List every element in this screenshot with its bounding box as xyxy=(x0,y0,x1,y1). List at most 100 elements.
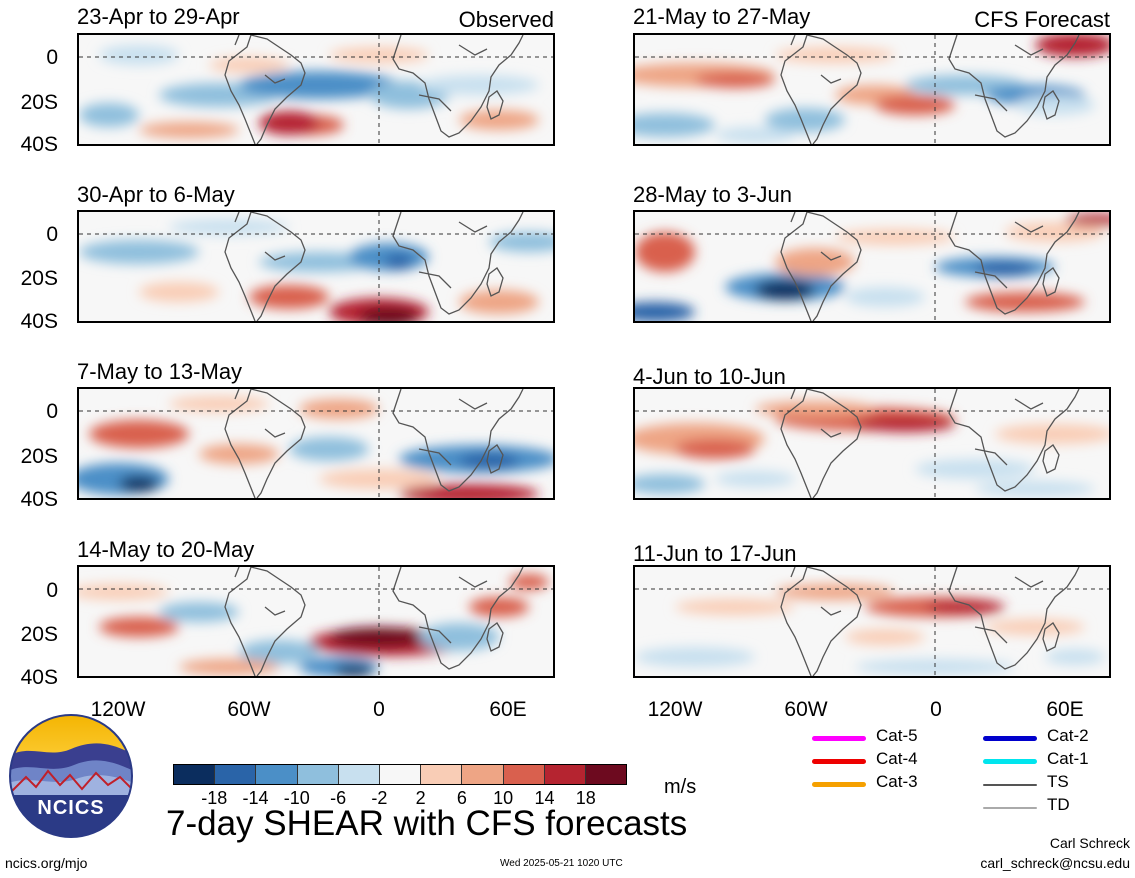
shear-contour xyxy=(329,47,429,63)
shear-contour xyxy=(139,122,239,138)
colorbar-labels: -18 -14 -10 -6 -2 2 6 10 14 18 xyxy=(173,789,627,811)
shear-map-forecast-3 xyxy=(633,387,1111,500)
shear-contour xyxy=(169,219,289,235)
main-title: 7-day SHEAR with CFS forecasts xyxy=(166,804,688,843)
legend-label: Cat-4 xyxy=(876,749,918,768)
shear-contour xyxy=(249,285,329,309)
legend-label: TS xyxy=(1047,772,1069,791)
shear-field xyxy=(635,212,1109,321)
colorbar-tick-label: -6 xyxy=(330,788,347,808)
timestamp: Wed 2025-05-21 1020 UTC xyxy=(500,858,623,869)
coastline xyxy=(392,567,524,670)
legend-swatch xyxy=(812,759,866,764)
lon-label-120w-left: 120W xyxy=(90,698,146,721)
shear-contour xyxy=(459,290,539,314)
lon-label-120w-right: 120W xyxy=(647,698,703,721)
shear-contour xyxy=(79,240,199,264)
lon-label-60w-right: 60W xyxy=(784,698,828,721)
legend-swatch xyxy=(983,759,1037,764)
legend-swatch xyxy=(983,807,1037,809)
legend-label: Cat-2 xyxy=(1047,726,1089,745)
legend-label: Cat-1 xyxy=(1047,749,1089,768)
colorbar-cell xyxy=(215,765,257,784)
shear-contour xyxy=(89,420,189,448)
coastline xyxy=(948,35,1080,138)
lat-label-40s-p4: 40S xyxy=(20,666,58,689)
coastline xyxy=(790,212,1044,289)
lat-label-0-p1: 0 xyxy=(46,46,58,69)
coastline xyxy=(790,567,1044,644)
lat-label-20s-p4: 20S xyxy=(20,623,58,646)
shear-contour xyxy=(1015,95,1095,115)
colorbar-cell xyxy=(544,765,586,784)
shear-contour xyxy=(985,619,1085,635)
shear-contour xyxy=(1045,649,1105,665)
shear-contour xyxy=(695,72,775,88)
coastline xyxy=(486,444,504,474)
author-email[interactable]: carl_schreck@ncsu.edu xyxy=(980,855,1130,871)
colorbar-tick-label: -2 xyxy=(371,788,388,808)
shear-contour xyxy=(359,307,419,321)
coastline xyxy=(234,212,488,289)
coastline xyxy=(948,212,1080,315)
coastline xyxy=(486,267,504,297)
colorbar-cell xyxy=(585,765,627,784)
shear-contour xyxy=(419,75,539,95)
colorbar-cell xyxy=(256,765,298,784)
shear-contour xyxy=(179,659,279,675)
coastline xyxy=(392,389,524,492)
shear-contour xyxy=(855,659,1015,675)
lat-label-20s-p1: 20S xyxy=(20,91,58,114)
shear-contour xyxy=(239,71,399,99)
site-url[interactable]: ncics.org/mjo xyxy=(5,855,88,871)
colorbar-tick-label: 2 xyxy=(415,788,426,808)
shear-contour xyxy=(635,232,695,272)
shear-map-observed-4 xyxy=(77,565,555,678)
lon-label-0-right: 0 xyxy=(930,698,942,721)
coastline xyxy=(1042,267,1060,297)
shear-field xyxy=(79,567,553,676)
shear-contour xyxy=(139,282,219,302)
shear-field xyxy=(635,567,1109,676)
shear-contour xyxy=(469,597,529,617)
shear-contour xyxy=(169,396,269,412)
colorbar-tick-label: 6 xyxy=(456,788,467,808)
shear-contour xyxy=(509,574,549,590)
colorbar-tick-label: -10 xyxy=(283,788,310,808)
shear-contour xyxy=(755,401,875,417)
shear-contour xyxy=(99,45,179,65)
colorbar-cell xyxy=(503,765,545,784)
panel-title-obs-3: 7-May to 13-May xyxy=(77,359,243,384)
panel-title-fc-4: 11-Jun to 17-Jun xyxy=(633,541,797,566)
legend-label: Cat-5 xyxy=(876,726,918,745)
lon-label-60w-left: 60W xyxy=(227,698,271,721)
colorbar-tick-label: 18 xyxy=(575,788,596,808)
shear-field xyxy=(635,35,1109,144)
cfs-forecast-tag: CFS Forecast xyxy=(974,7,1110,32)
shear-contour xyxy=(289,437,369,461)
shear-contour xyxy=(239,640,319,664)
ncics-logo: NCICS xyxy=(8,713,134,839)
shear-map-observed-3 xyxy=(77,387,555,500)
coastline xyxy=(250,389,306,498)
coastline xyxy=(392,35,524,138)
logo-text: NCICS xyxy=(37,797,105,819)
coastline xyxy=(234,567,488,644)
shear-field xyxy=(79,35,553,144)
colorbar-cell xyxy=(174,765,216,784)
shear-contour xyxy=(675,599,795,615)
shear-contour xyxy=(79,584,169,600)
colorbar-cell xyxy=(462,765,504,784)
legend-swatch xyxy=(812,782,866,787)
coastline xyxy=(250,35,306,144)
lat-label-40s-p1: 40S xyxy=(20,133,58,156)
shear-contour xyxy=(975,481,1095,497)
coastline xyxy=(392,212,524,315)
shear-contour xyxy=(845,287,925,307)
coastline xyxy=(948,567,1080,670)
shear-contour xyxy=(765,108,845,132)
shear-contour xyxy=(419,623,499,651)
shear-contour xyxy=(259,111,319,135)
lat-label-0-p4: 0 xyxy=(46,579,58,602)
shear-contour xyxy=(79,103,139,127)
